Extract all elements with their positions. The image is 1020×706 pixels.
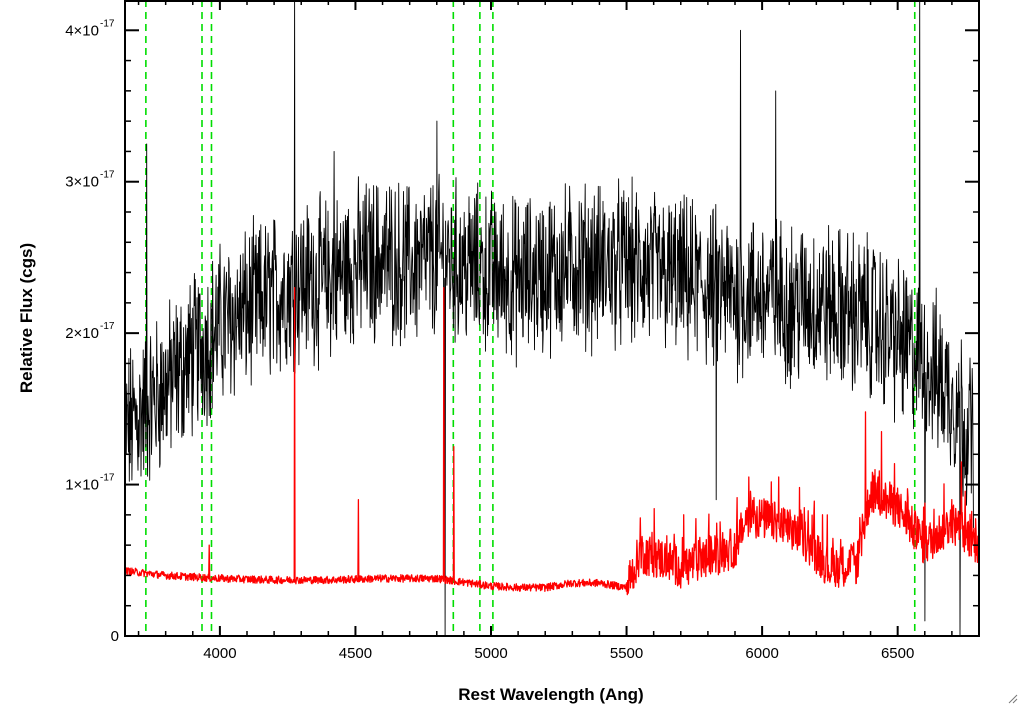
model-spectrum-line xyxy=(125,287,979,596)
x-tick-label: 4500 xyxy=(339,645,372,662)
resize-grip-icon[interactable] xyxy=(1006,692,1018,704)
y-tick-label: 0 xyxy=(111,628,119,645)
y-tick-exponent: -17 xyxy=(100,18,115,29)
x-tick-label: 4000 xyxy=(203,645,236,662)
x-tick-label: 6500 xyxy=(881,645,914,662)
plot-frame xyxy=(124,0,980,637)
y-axis-title: Relative Flux (cgs) xyxy=(17,243,36,393)
y-tick-exponent: -17 xyxy=(100,170,115,181)
x-tick-label: 6000 xyxy=(745,645,778,662)
x-axis-title: Rest Wavelength (Ang) xyxy=(458,685,643,704)
y-tick-exponent: -17 xyxy=(100,473,115,484)
y-tick-label: 3×10 xyxy=(65,174,99,191)
x-tick-label: 5000 xyxy=(474,645,507,662)
y-tick-exponent: -17 xyxy=(100,321,115,332)
x-tick-label: 5500 xyxy=(610,645,643,662)
plot-area xyxy=(125,0,979,636)
y-tick-label: 1×10 xyxy=(65,477,99,494)
y-tick-label: 2×10 xyxy=(65,325,99,342)
observed-spectrum-line xyxy=(125,0,974,636)
y-tick-label: 4×10 xyxy=(65,22,99,39)
